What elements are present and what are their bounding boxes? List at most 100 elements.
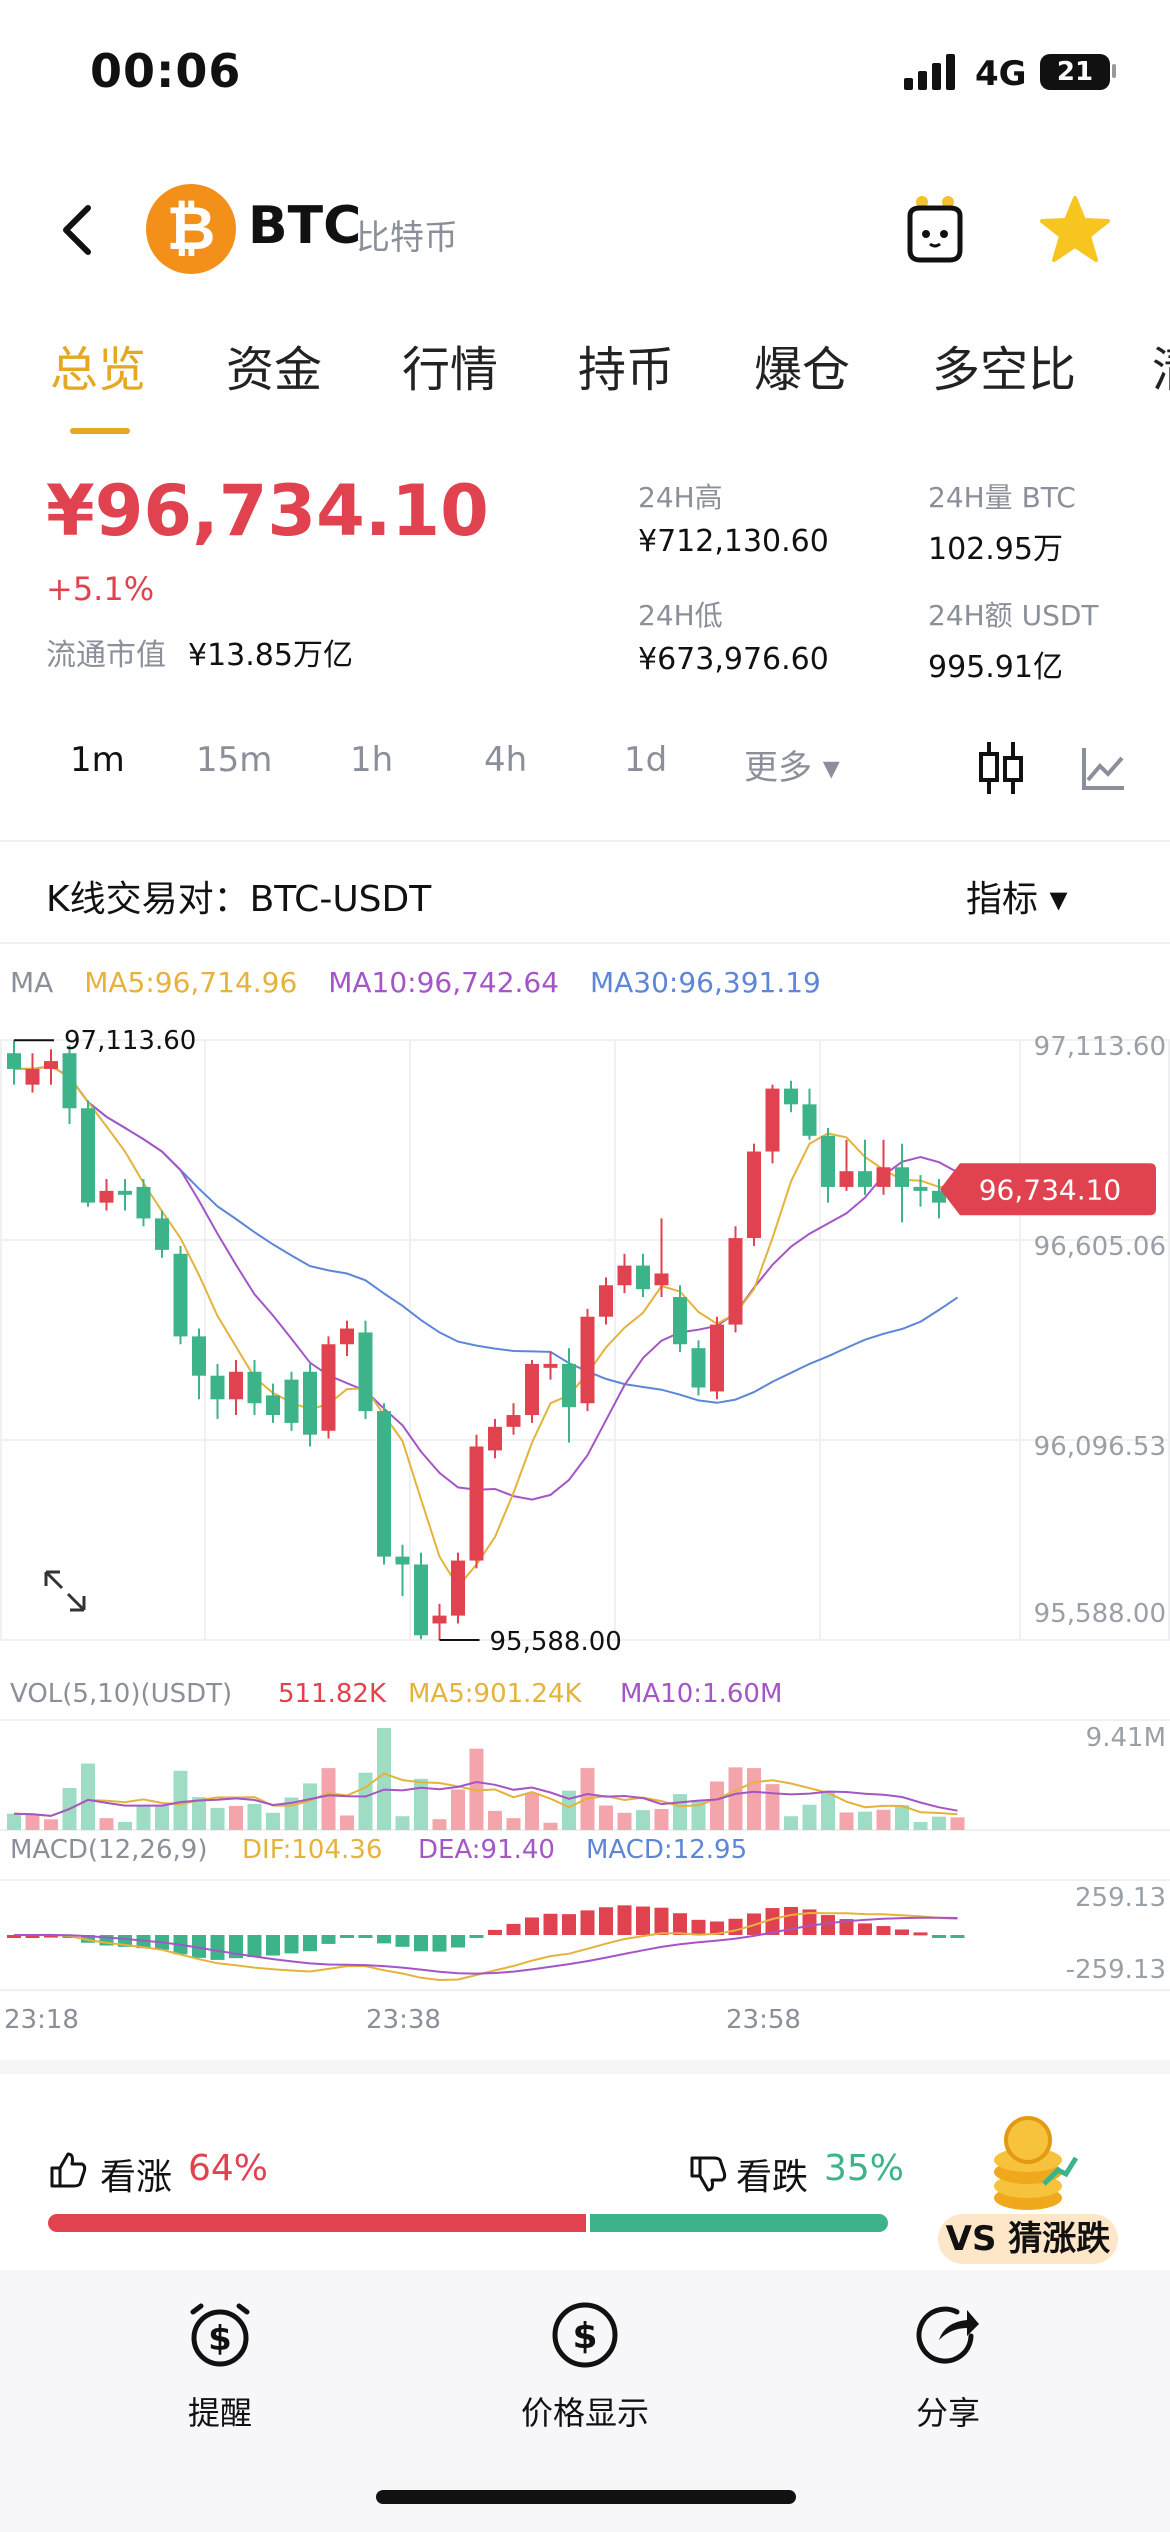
macd-histogram-bar (728, 1918, 743, 1935)
volume-bar (414, 1778, 428, 1830)
candle-body (173, 1253, 188, 1337)
candle-body (451, 1560, 465, 1616)
alarm-dollar-icon: $ (190, 2303, 250, 2367)
bull-percent: 64% (188, 2148, 269, 2189)
back-icon[interactable] (56, 202, 96, 258)
tab-overview[interactable]: 总览 (50, 342, 147, 398)
volume-axis-max: 9.41M (1086, 1723, 1166, 1753)
candlestick-icon[interactable] (976, 740, 1026, 796)
volume-bar (210, 1807, 225, 1830)
macd-histogram-bar (321, 1935, 336, 1944)
interval-1m[interactable]: 1m (70, 740, 125, 780)
divider (0, 840, 1170, 842)
volume-bar (25, 1814, 40, 1830)
share-button[interactable]: 分享 (828, 2300, 1068, 2434)
volume-bar (303, 1783, 317, 1830)
bull-label[interactable]: 看涨 (100, 2157, 173, 2198)
min-price-label: 95,588.00 (490, 1627, 622, 1657)
chart-border (0, 1039, 1170, 1641)
tab-liquidation[interactable]: 爆仓 (754, 342, 851, 398)
ma-lines (14, 1065, 959, 1589)
candle-body (876, 1167, 891, 1187)
thumbs-down-icon[interactable] (688, 2154, 728, 2194)
volume-ma5: MA5:901.24K (408, 1679, 582, 1709)
macd-histogram-bar (377, 1935, 391, 1944)
price-axis-label: 96,605.06 (1034, 1232, 1166, 1262)
candle-body (599, 1285, 613, 1317)
candle-body (25, 1068, 40, 1085)
time-tick-label: 23:38 (366, 2005, 441, 2035)
volume-bar (636, 1810, 650, 1830)
macd-histogram-bar (932, 1935, 946, 1938)
interval-1d[interactable]: 1d (624, 740, 668, 780)
volume-bar (229, 1805, 243, 1830)
remind-button[interactable]: $ 提醒 (100, 2300, 340, 2434)
tab-long-short[interactable]: 多空比 (932, 342, 1077, 398)
volume-bar (821, 1790, 835, 1830)
sentiment-vote: 看涨 64% 看跌 35% VS 猜涨跌 (0, 2060, 1170, 2264)
macd-histogram-bar (340, 1935, 354, 1938)
share-icon (916, 2306, 979, 2364)
coin-name: 比特币 (356, 218, 458, 258)
bear-bar (590, 2214, 888, 2232)
macd-histogram-bar (247, 1935, 262, 1958)
volume-label: 24H量 BTC (928, 481, 1076, 514)
macd-histogram-bar (99, 1935, 114, 1946)
macd-axis-bottom: -259.13 (1066, 1955, 1166, 1985)
remind-label: 提醒 (187, 2394, 252, 2432)
volume-bar (266, 1812, 280, 1830)
ma-label: MA (10, 966, 54, 999)
tab-funds[interactable]: 资金 (226, 342, 323, 398)
macd-histogram-bar (451, 1935, 465, 1948)
volume-bar (136, 1805, 151, 1830)
candle-body (7, 1053, 21, 1069)
current-price: ¥96,734.10 (46, 470, 489, 552)
star-icon[interactable] (1040, 196, 1110, 262)
volume-bar (932, 1816, 946, 1830)
interval-1h[interactable]: 1h (350, 740, 394, 780)
coins-icon (994, 2116, 1078, 2210)
price-axis-label: 95,588.00 (1034, 1599, 1166, 1629)
line-chart-icon[interactable] (1080, 744, 1128, 792)
candle-body (210, 1375, 225, 1400)
market-cap-value: ¥13.85万亿 (188, 638, 353, 673)
indicator-dropdown[interactable]: 指标 ▾ (966, 879, 1068, 920)
bear-label[interactable]: 看跌 (736, 2157, 809, 2198)
market-cap-label: 流通市值 (46, 638, 166, 673)
macd-dif: DIF:104.36 (242, 1835, 382, 1865)
volume-bars (7, 1728, 965, 1830)
amount-value: 995.91亿 (928, 650, 1063, 685)
volume-bar (562, 1790, 576, 1830)
ma-legend: MA MA5:96,714.96 MA10:96,742.64 MA30:96,… (10, 966, 843, 999)
candle-body (432, 1615, 447, 1624)
low-value: ¥673,976.60 (638, 642, 829, 677)
interval-15m[interactable]: 15m (196, 740, 273, 780)
macd-histogram-bar (432, 1935, 447, 1952)
interval-4h[interactable]: 4h (484, 740, 528, 780)
tab-market[interactable]: 行情 (402, 342, 499, 398)
candle-body (839, 1171, 854, 1187)
thumbs-up-icon[interactable] (48, 2150, 88, 2190)
macd-histogram-bar (469, 1935, 484, 1938)
macd-histogram-bar (913, 1932, 928, 1936)
home-indicator (376, 2490, 796, 2504)
macd-histogram-bar (118, 1935, 132, 1947)
volume-bar (118, 1821, 132, 1830)
price-display-label: 价格显示 (520, 2394, 649, 2432)
chart-labels: 97,113.60 96,605.06 96,096.53 95,588.00 97,1… (4, 1026, 1166, 2035)
price-display-button[interactable]: $ 价格显示 (465, 2300, 705, 2434)
candle-body (858, 1171, 872, 1187)
macd-histogram-bar (654, 1907, 669, 1935)
volume-bar (839, 1812, 854, 1830)
kline-chart[interactable]: 97,113.60 96,605.06 96,096.53 95,588.00 97,1… (0, 1000, 1170, 2040)
interval-more[interactable]: 更多 ▾ (744, 748, 840, 788)
volume-ma10-line (13, 1780, 958, 1817)
expand-icon-stroke (66, 1592, 86, 1612)
guess-up-down-button[interactable]: VS 猜涨跌 (938, 2114, 1118, 2264)
coin-symbol: BTC (248, 196, 362, 256)
macd-histogram-bar (192, 1935, 206, 1958)
volume-bar (913, 1821, 928, 1830)
tab-more[interactable]: 清 (1152, 330, 1170, 400)
robot-mascot-icon[interactable] (900, 194, 970, 266)
tab-holdings[interactable]: 持币 (578, 342, 675, 398)
